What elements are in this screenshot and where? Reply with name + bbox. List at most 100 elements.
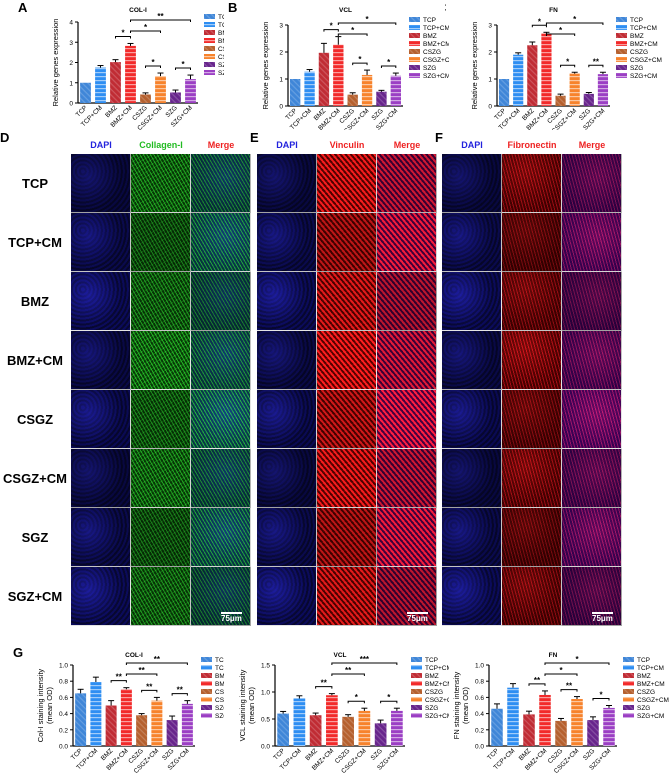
bar-szg-cm xyxy=(603,707,615,746)
legend-swatch xyxy=(204,22,215,27)
chart-title: COL-I xyxy=(125,652,143,659)
significance-bracket xyxy=(171,693,188,696)
legend-entry: TCP+CM xyxy=(630,25,657,32)
micrograph-e-merge xyxy=(377,390,437,449)
micrograph-e-merge xyxy=(377,272,437,331)
bar-bmz xyxy=(309,715,322,746)
micrograph-d-merge xyxy=(191,567,251,626)
bar-cszg xyxy=(140,94,151,103)
chart-title: VCL xyxy=(334,652,347,659)
significance-label: * xyxy=(575,655,579,664)
panel-letter-f: F xyxy=(435,130,443,145)
chart-g: G COL-I 0.0 0.2 0.4 0.6 0.8 1.0 Col-I staining i… xyxy=(13,645,224,775)
micrograph-f-merge xyxy=(562,567,622,626)
micrograph-f-merge xyxy=(562,272,622,331)
bar-tcp xyxy=(290,79,301,106)
y-tick-label: 0.8 xyxy=(59,679,68,686)
bar-csgz-cm xyxy=(569,73,580,106)
micrograph-f-merge xyxy=(562,331,622,390)
significance-bracket xyxy=(352,62,368,66)
row-label: SGZ+CM xyxy=(7,589,63,604)
significance-bracket xyxy=(331,673,365,676)
panel-letter-e: E xyxy=(250,130,259,145)
micrograph-e-merge xyxy=(377,449,437,508)
legend-entry: BMZ xyxy=(630,33,644,40)
bar-bmz-cm xyxy=(333,44,344,106)
legend-entry: SZG+CM xyxy=(425,713,449,720)
panel-letter: B xyxy=(228,0,237,15)
significance-label: * xyxy=(330,22,334,31)
significance-label: ** xyxy=(321,679,328,688)
row-label: BMZ xyxy=(20,294,50,309)
y-axis-label-2: (mean OD) xyxy=(247,686,256,724)
significance-bracket xyxy=(110,680,127,683)
significance-label: ** xyxy=(177,686,184,695)
significance-bracket xyxy=(115,35,131,39)
bar-tcp xyxy=(277,713,289,746)
y-tick-label: 0.5 xyxy=(261,717,270,724)
legend-entry: CSZG xyxy=(423,49,441,56)
y-tick-label: 3 xyxy=(69,40,73,47)
legend-swatch xyxy=(616,49,627,54)
significance-bracket xyxy=(592,698,610,701)
micrograph-e-dapi xyxy=(257,390,317,449)
legend-swatch xyxy=(204,30,215,35)
micrograph-e-merge xyxy=(377,567,437,626)
significance-label: ** xyxy=(345,666,352,675)
y-axis-label: Relative genes expression xyxy=(51,19,60,107)
legend-swatch xyxy=(623,689,634,694)
micrograph-f-stain xyxy=(502,508,562,567)
micrograph-d-merge xyxy=(191,331,251,390)
micrograph-e-dapi xyxy=(257,508,317,567)
significance-label: ** xyxy=(146,682,153,691)
micrograph-e-stain xyxy=(317,272,377,331)
chart-b: B VCL 0 1 2 3 Relative genes expression TCPTCP+… xyxy=(228,0,449,130)
y-tick-label: 3 xyxy=(279,23,283,30)
column-header: DAPI xyxy=(276,140,298,150)
significance-label: ** xyxy=(154,655,161,664)
legend-entry: SZG+CM xyxy=(218,70,224,77)
significance-label: * xyxy=(387,58,391,67)
significance-bracket xyxy=(544,673,578,676)
scale-bar: 75μm xyxy=(221,612,242,623)
legend-swatch xyxy=(623,681,634,686)
micrograph-e-dapi xyxy=(257,449,317,508)
y-tick-label: 1.0 xyxy=(59,663,68,670)
legend-swatch xyxy=(201,689,212,694)
legend-swatch xyxy=(201,665,212,670)
bar-bmz xyxy=(110,62,121,103)
y-tick-label: 0 xyxy=(279,104,283,111)
legend-entry: CSZG xyxy=(630,49,648,56)
legend-swatch xyxy=(201,673,212,678)
micrograph-d-merge xyxy=(191,154,251,213)
bar-tcp-cm xyxy=(513,54,524,106)
legend-swatch xyxy=(204,14,215,19)
legend-entry: TCP+CM xyxy=(218,22,224,29)
bar-cszg xyxy=(136,715,148,746)
chart-title: FN xyxy=(549,7,558,14)
bar-tcp xyxy=(75,693,87,746)
significance-label: ** xyxy=(157,12,164,21)
legend-entry: BMZ xyxy=(425,673,439,680)
row-label: CSGZ xyxy=(16,412,54,427)
significance-bracket xyxy=(125,662,188,665)
bar-tcp-cm xyxy=(304,71,315,106)
legend-entry: SZG xyxy=(215,705,224,712)
legend-swatch xyxy=(623,665,634,670)
legend-swatch xyxy=(204,54,215,59)
legend-swatch xyxy=(411,673,422,678)
y-tick-label: 4 xyxy=(69,20,73,27)
micrograph-d-dapi xyxy=(71,390,131,449)
legend-entry: TCP xyxy=(637,657,650,664)
legend-swatch xyxy=(409,73,420,78)
legend-entry: CSGZ+CM xyxy=(423,57,449,64)
significance-label: * xyxy=(355,693,359,702)
legend-swatch xyxy=(411,681,422,686)
bar-csgz-cm xyxy=(155,76,166,103)
significance-bracket xyxy=(130,19,191,22)
legend-swatch xyxy=(411,705,422,710)
micrograph-d-stain xyxy=(131,567,191,626)
y-axis-label: VCL staining intensity xyxy=(238,669,247,741)
y-tick-label: 0 xyxy=(488,104,492,111)
bar-szg-cm xyxy=(181,703,193,746)
